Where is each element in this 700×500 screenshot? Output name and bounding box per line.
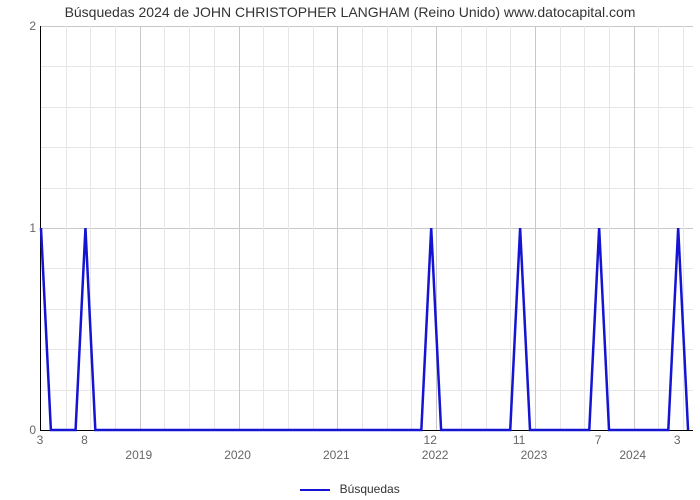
series-line [41, 26, 693, 430]
x-tick-label: 2024 [619, 448, 646, 462]
legend-swatch [300, 489, 330, 491]
x-tick-label: 2019 [125, 448, 152, 462]
x-tick-label: 2022 [422, 448, 449, 462]
value-label: 3 [674, 433, 681, 447]
value-label: 3 [37, 433, 44, 447]
plot-area [40, 26, 693, 431]
chart-title: Búsquedas 2024 de JOHN CHRISTOPHER LANGH… [0, 4, 700, 20]
y-tick-label: 2 [6, 19, 36, 33]
x-tick-label: 2023 [521, 448, 548, 462]
x-tick-label: 2020 [224, 448, 251, 462]
value-label: 8 [81, 433, 88, 447]
y-tick-label: 1 [6, 221, 36, 235]
legend-label: Búsquedas [340, 482, 400, 496]
legend: Búsquedas [0, 482, 700, 496]
value-label: 11 [513, 433, 525, 447]
y-tick-label: 0 [6, 423, 36, 437]
value-label: 12 [424, 433, 437, 447]
value-label: 7 [595, 433, 602, 447]
chart-container: Búsquedas 2024 de JOHN CHRISTOPHER LANGH… [0, 0, 700, 500]
x-tick-label: 2021 [323, 448, 350, 462]
